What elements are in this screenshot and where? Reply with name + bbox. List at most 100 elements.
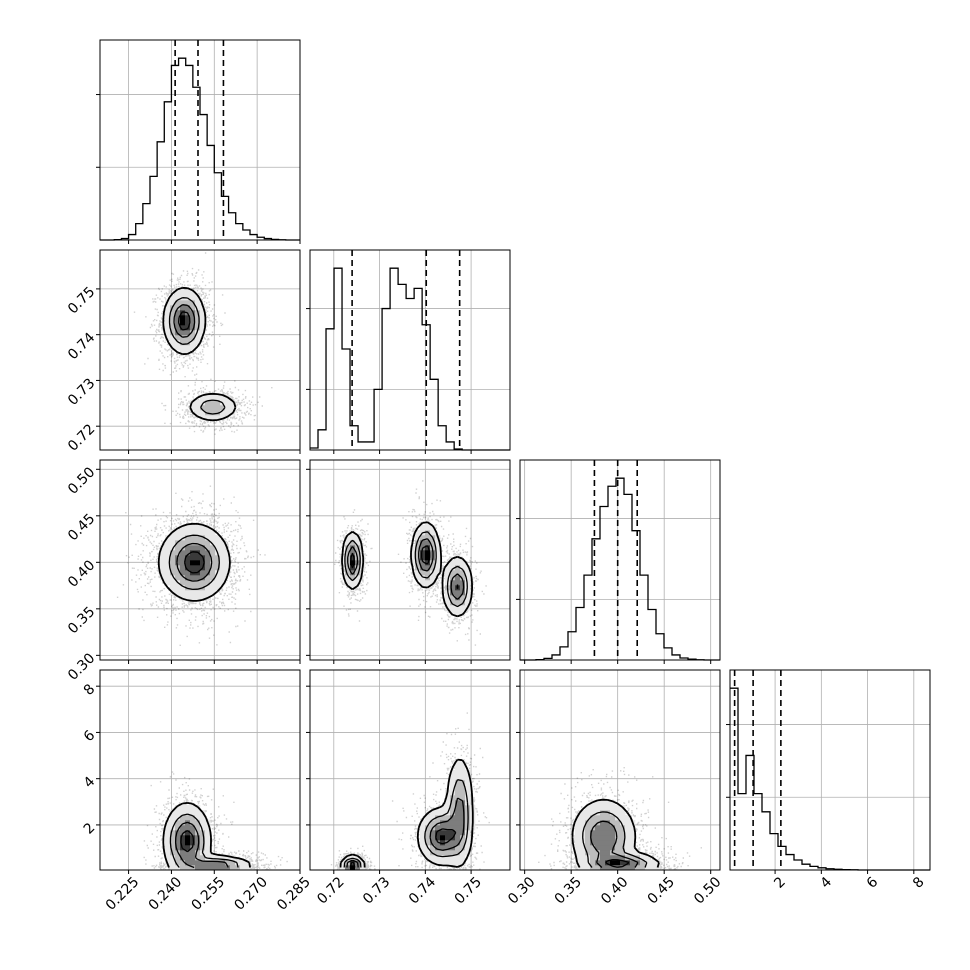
x-tick-label: 0.270 [231, 874, 271, 914]
density-cell [165, 850, 171, 856]
density-cell [430, 525, 436, 531]
density-cell [170, 300, 176, 306]
density-cell [205, 550, 211, 556]
density-cell [175, 575, 181, 581]
density-cell [590, 820, 596, 826]
panel-background [310, 250, 510, 450]
density-cell [180, 575, 186, 581]
density-cell [175, 825, 181, 831]
density-cell [445, 820, 451, 826]
density-cell [220, 410, 226, 416]
density-cell [625, 830, 631, 836]
density-cell [180, 855, 186, 861]
density-cell [350, 550, 356, 556]
density-cell [175, 310, 181, 316]
density-cell [170, 845, 176, 851]
density-cell [595, 840, 601, 846]
density-cell [605, 820, 611, 826]
density-layer [133, 252, 273, 435]
contour-line [168, 297, 226, 415]
density-cell [165, 820, 171, 826]
density-cell [180, 550, 186, 556]
density-cell [425, 570, 431, 576]
density-cell [460, 820, 466, 826]
density-cell [445, 825, 451, 831]
density-cell [425, 830, 431, 836]
panel-frame [99, 459, 301, 661]
density-cell [215, 585, 221, 591]
density-cell [430, 845, 436, 851]
density-cell [425, 555, 431, 561]
density-cell [435, 565, 441, 571]
density-cell [615, 845, 621, 851]
density-cell [195, 325, 201, 331]
density-cell [210, 560, 216, 566]
y-tick-label: 2 [81, 820, 99, 838]
density-cell [200, 545, 206, 551]
density-cell [460, 610, 466, 616]
density-cell [465, 575, 471, 581]
x-tick-label: 8 [910, 874, 928, 892]
density-cell [175, 560, 181, 566]
density-cell [345, 550, 351, 556]
density-cell [460, 850, 466, 856]
density-cell [200, 535, 206, 541]
density-cell [450, 850, 456, 856]
density-cell [180, 585, 186, 591]
panel-frame [519, 669, 721, 871]
density-cell [165, 540, 171, 546]
density-cell [165, 550, 171, 556]
density-cell [465, 790, 471, 796]
density-cell [465, 775, 471, 781]
density-cell [165, 575, 171, 581]
density-cell [180, 580, 186, 586]
density-cell [445, 600, 451, 606]
density-cell [585, 830, 591, 836]
density-cell [460, 805, 466, 811]
density-cell [195, 815, 201, 821]
density-cell [640, 855, 646, 861]
density-cell [460, 770, 466, 776]
density-cell [200, 540, 206, 546]
density-cell [160, 565, 166, 571]
density-cell [185, 805, 191, 811]
density-cell [460, 795, 466, 801]
density-cell [620, 820, 626, 826]
density-cell [415, 575, 421, 581]
density-cell [420, 555, 426, 561]
density-cell [225, 560, 231, 566]
density-cell [185, 845, 191, 851]
density-cell [180, 315, 186, 321]
density-cell [590, 805, 596, 811]
density-cell [455, 805, 461, 811]
density-cell [575, 850, 581, 856]
density-cell [180, 835, 186, 841]
density-cell [185, 830, 191, 836]
density-cell [450, 580, 456, 586]
panel-frame [729, 669, 931, 871]
density-cell [635, 865, 641, 870]
density-cell [605, 815, 611, 821]
density-cell [360, 865, 366, 870]
density-cell [180, 850, 186, 856]
contour-line [605, 858, 630, 868]
density-cell [220, 545, 226, 551]
density-cell [200, 320, 206, 326]
grid-lines [774, 670, 915, 870]
density-cell [165, 835, 171, 841]
density-cell [460, 595, 466, 601]
density-cell [220, 580, 226, 586]
density-cell [425, 540, 431, 546]
contour-line [344, 531, 468, 608]
density-cell [205, 825, 211, 831]
density-cell [455, 845, 461, 851]
density-cell [190, 855, 196, 861]
density-cell [465, 780, 471, 786]
density-cell [415, 535, 421, 541]
density-cell [350, 580, 356, 586]
density-cell [625, 855, 631, 861]
density-cell [420, 580, 426, 586]
density-cell [600, 805, 606, 811]
density-cell [220, 565, 226, 571]
density-cell [455, 810, 461, 816]
